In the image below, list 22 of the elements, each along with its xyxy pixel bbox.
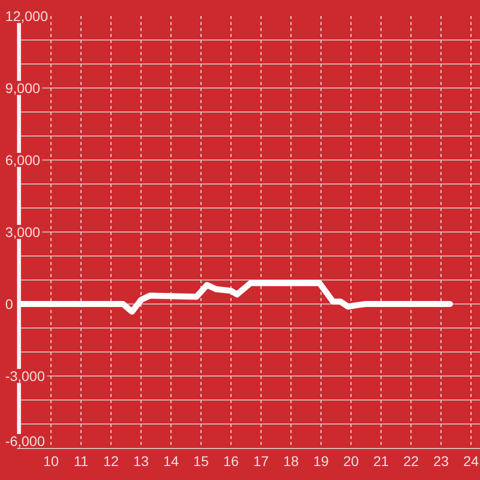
y-tick-label: -3,000 (5, 368, 46, 384)
x-tick-label: 15 (193, 452, 209, 469)
x-tick-label: 10 (43, 452, 59, 469)
x-tick-label: 12 (103, 452, 119, 469)
x-tick-label: 13 (133, 452, 149, 469)
x-tick-label: 11 (74, 452, 88, 469)
x-tick-label: 18 (283, 452, 299, 469)
y-tick-label: 0 (5, 296, 14, 312)
x-tick-label: 14 (163, 452, 179, 469)
x-tick-label: 24 (463, 452, 479, 469)
x-tick-label: 16 (223, 452, 239, 469)
y-tick-label: 12,000 (5, 8, 48, 24)
y-tick-label: 3,000 (5, 224, 40, 240)
x-tick-label: 21 (373, 452, 389, 469)
x-tick-label: 20 (343, 452, 359, 469)
x-tick-label: 22 (403, 452, 419, 469)
x-tick-label: 17 (253, 452, 269, 469)
x-tick-label: 23 (433, 452, 449, 469)
x-tick-label: 19 (313, 452, 329, 469)
y-tick-label: -6,000 (5, 433, 46, 449)
y-tick-label: 6,000 (5, 152, 40, 168)
y-tick-label: 9,000 (5, 80, 40, 96)
